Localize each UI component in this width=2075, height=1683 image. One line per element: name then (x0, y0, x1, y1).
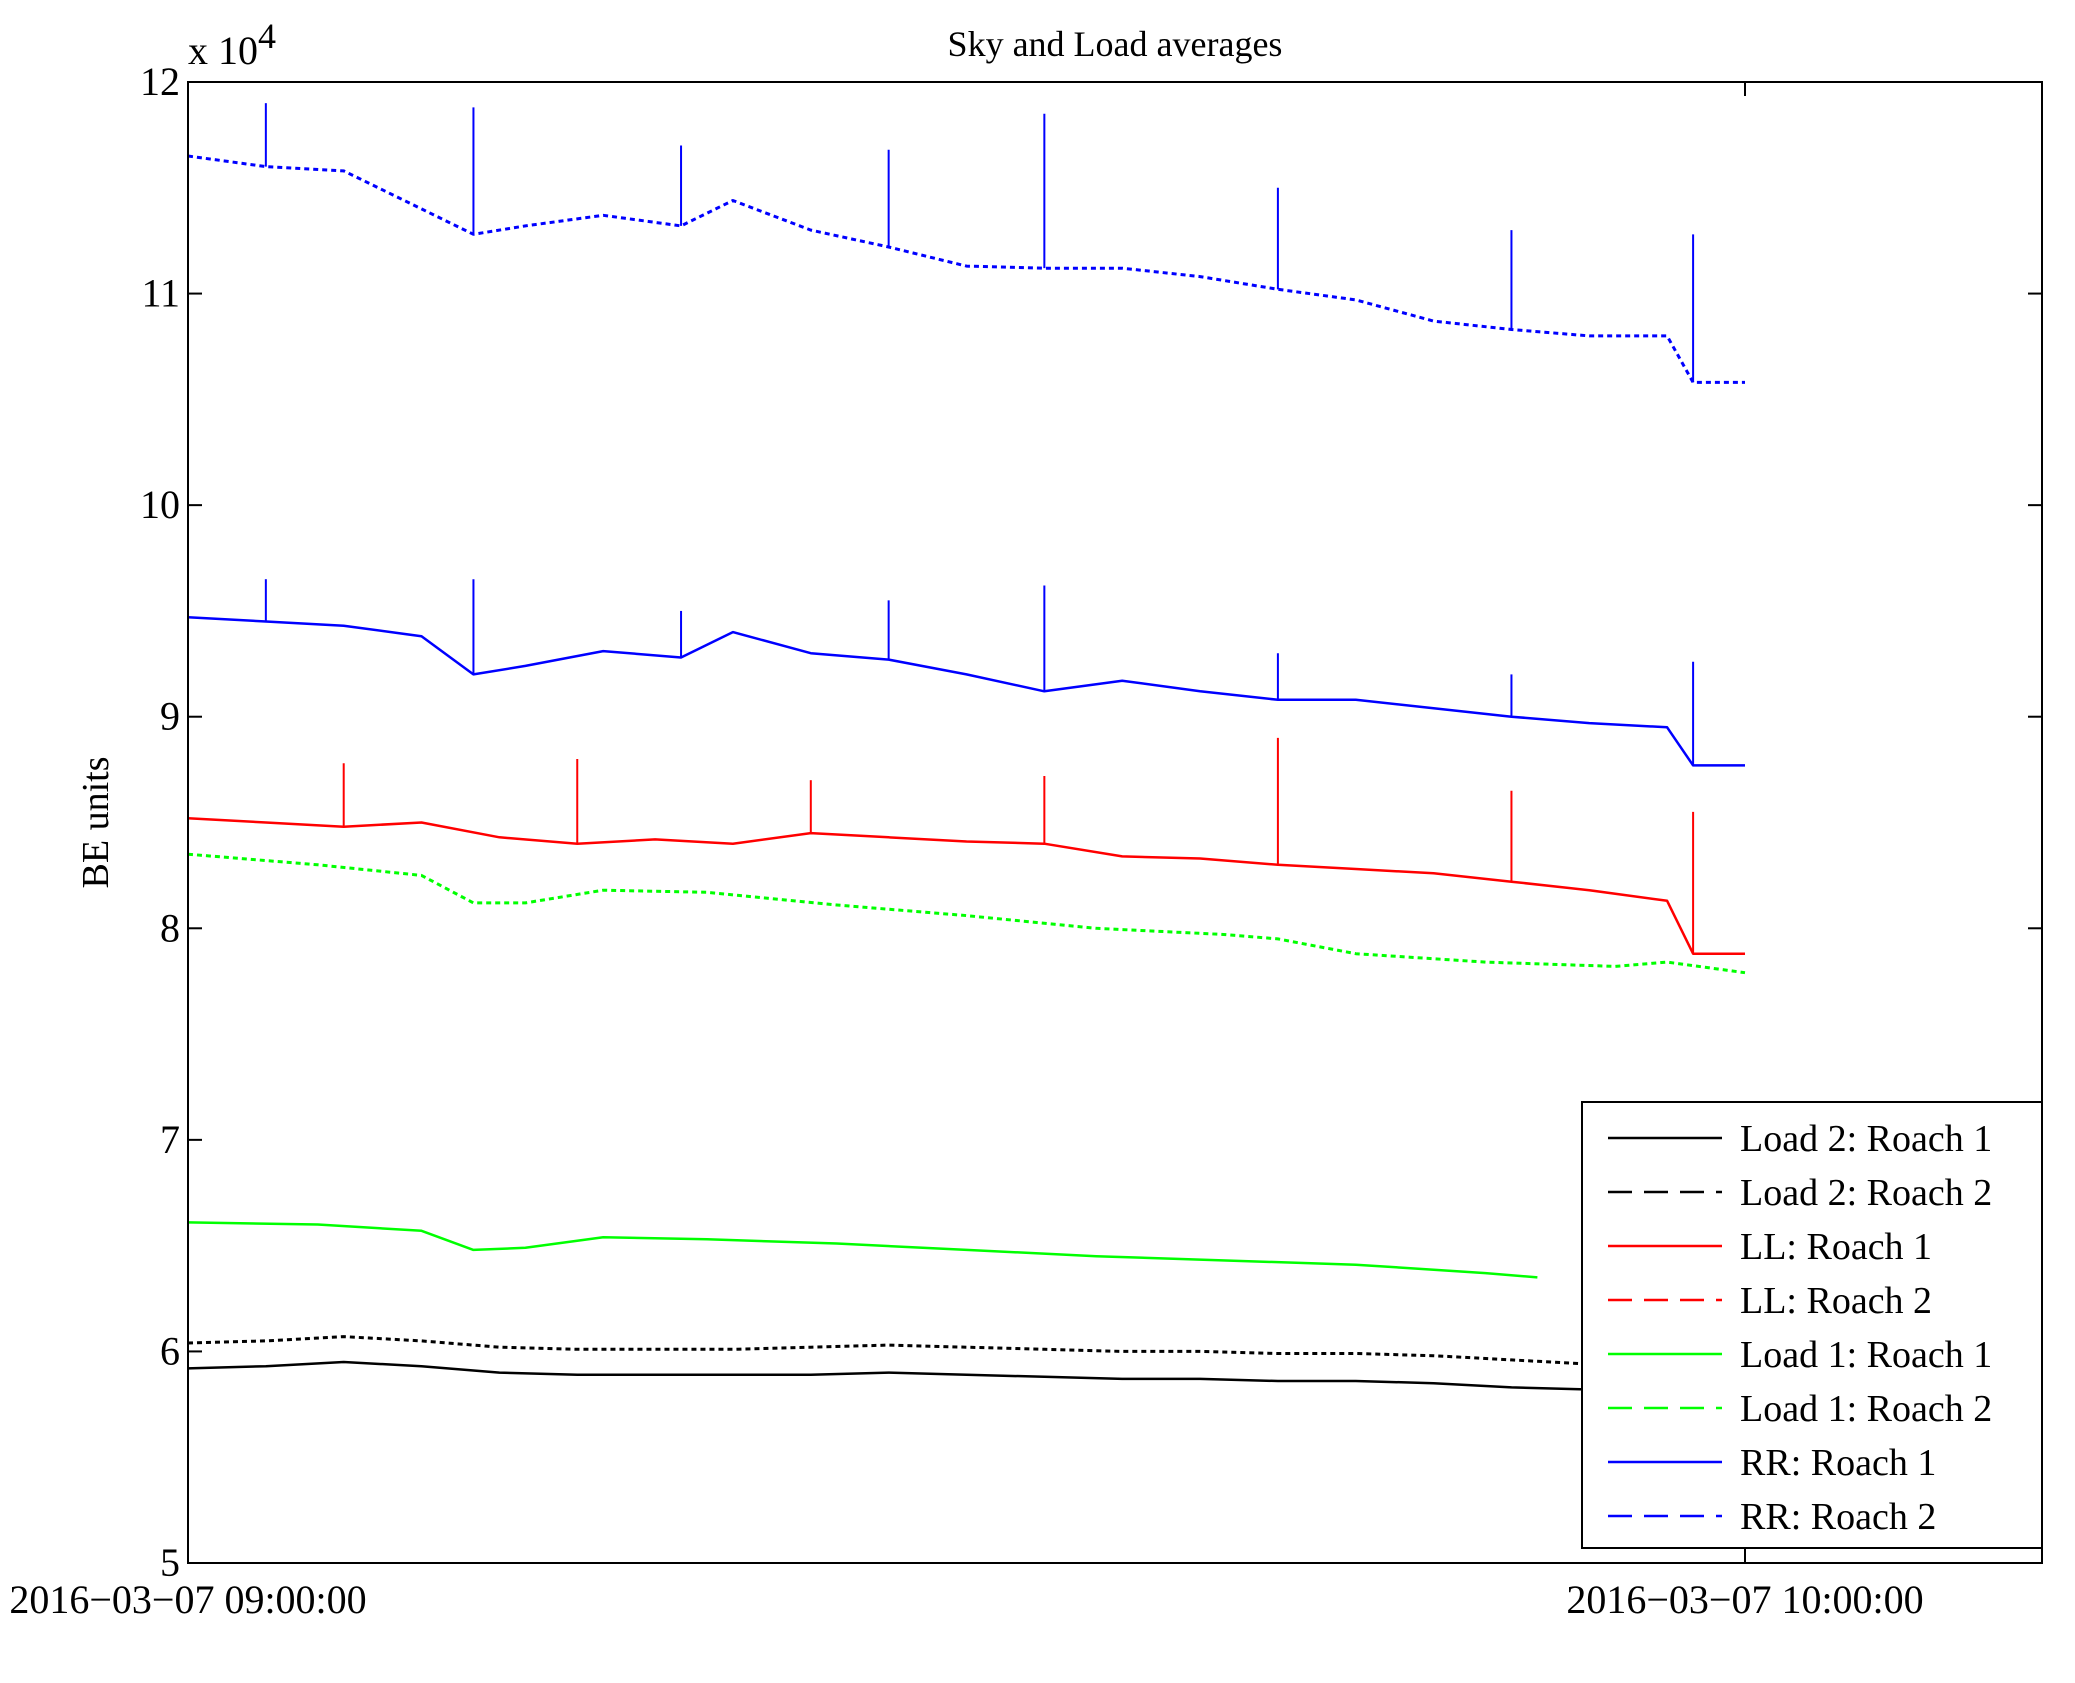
legend-label: Load 1: Roach 1 (1740, 1334, 1992, 1376)
series-line-7 (187, 154, 1745, 384)
legend-label: LL: Roach 2 (1740, 1280, 1932, 1322)
y-tick-label: 9 (160, 694, 180, 739)
axes-box (187, 81, 2043, 1564)
series-line-5 (187, 852, 1746, 975)
series-line-4 (187, 1221, 1538, 1279)
x-tick-label: 2016−03−07 09:00:00 (9, 1577, 366, 1622)
legend-label: Load 1: Roach 2 (1740, 1388, 1992, 1430)
y-multiplier-exponent: 4 (258, 16, 276, 56)
y-tick-label: 5 (160, 1540, 180, 1585)
y-tick-label: 10 (140, 482, 180, 527)
y-tick-label: 8 (160, 905, 180, 950)
y-tick-label: 7 (160, 1117, 180, 1162)
series-line-0 (187, 1360, 1668, 1393)
y-multiplier-base: x 10 (188, 28, 258, 73)
x-tick-label: 2016−03−07 10:00:00 (1566, 1577, 1923, 1622)
chart-title: Sky and Load averages (948, 24, 1283, 64)
legend-label: RR: Roach 2 (1740, 1496, 1936, 1538)
axes: 5 6 7 8 9 10 11 12 2016−03−07 09:00:00 2016−03−07… (9, 59, 2043, 1622)
y-tick-label: 11 (141, 271, 180, 316)
series-line-6 (187, 616, 1745, 767)
y-tick-label: 12 (140, 59, 180, 104)
legend-label: RR: Roach 1 (1740, 1442, 1936, 1484)
legend-label: Load 2: Roach 2 (1740, 1172, 1992, 1214)
legend: Load 2: Roach 1 Load 2: Roach 2 LL: Roach … (1581, 1101, 2043, 1549)
legend-box (1581, 1101, 2043, 1549)
series-line-2 (187, 817, 1745, 955)
series-line-1 (187, 1335, 1668, 1368)
y-axis-label: BE units (75, 757, 117, 889)
plot-area (187, 103, 1746, 1393)
y-tick-label: 6 (160, 1328, 180, 1373)
legend-label: Load 2: Roach 1 (1740, 1118, 1992, 1160)
y-axis-multiplier: x 104 (188, 16, 276, 73)
legend-label: LL: Roach 1 (1740, 1226, 1932, 1268)
